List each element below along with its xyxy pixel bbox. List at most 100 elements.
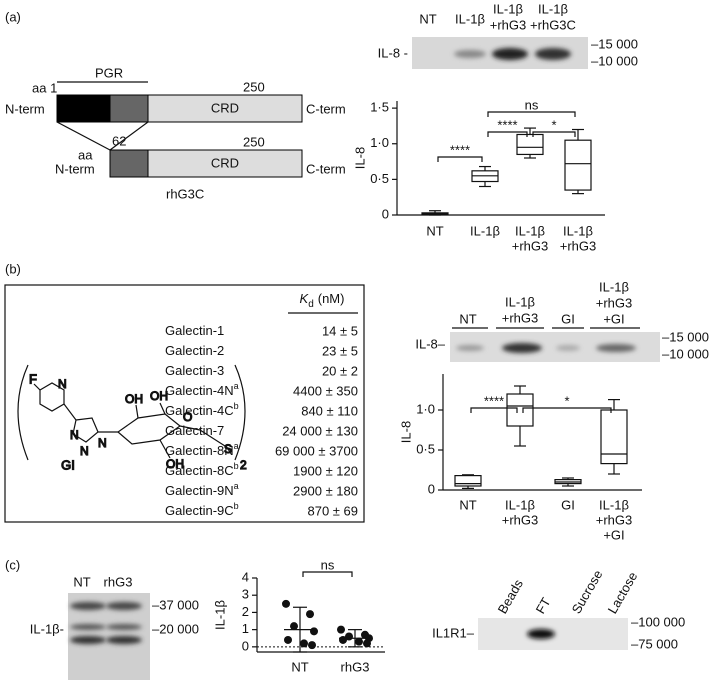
blot: NT IL-1β +rhG3 GI IL-1β +rhG3 +GI IL-8– … (415, 279, 709, 362)
x-tick-label: IL-1β (505, 497, 535, 512)
kd-value: 20 ± 2 (322, 363, 358, 378)
panel-label: (b) (5, 261, 21, 276)
footnote: b (234, 501, 239, 511)
compound-name: GI (61, 457, 75, 472)
x-tick-label: IL-1β (599, 497, 629, 512)
label: CRD (211, 100, 239, 115)
protein-label: IL1R1– (432, 625, 475, 640)
y-axis-label: IL-8 (352, 147, 367, 169)
x-tick-label: +rhG3 (596, 512, 633, 527)
x-tick-label: GI (561, 497, 575, 512)
point (290, 622, 298, 631)
footnote: b (234, 401, 239, 411)
symbol: K (300, 291, 310, 306)
significance-bracket (532, 131, 576, 137)
kd-value: 2900 ± 180 (293, 483, 358, 498)
x-tick-label: +rhG3 (560, 238, 597, 253)
box (454, 475, 482, 487)
footnote: a (234, 441, 239, 451)
x-tick-label: +rhG3 (512, 238, 549, 253)
significance-bracket (522, 407, 612, 413)
x-tick-label: IL-1β (515, 223, 545, 238)
domain-diagram: aa 1 PGR 250 CRD N-term C-term aa 62 250… (5, 65, 346, 201)
name: Galectin-9C (165, 503, 234, 518)
y-axis-label: IL-8 (398, 421, 413, 443)
name: Galectin-8N (165, 443, 234, 458)
structure: F N N N N OH OH O OH S 2 GI (17, 364, 248, 473)
footnote: a (234, 481, 239, 491)
label: aa 1 (32, 80, 57, 95)
marker: –75 000 (631, 636, 678, 651)
x-tick-label: NT (291, 659, 308, 674)
atom: OH (150, 389, 168, 403)
label: N-term (5, 101, 45, 116)
lane-label: IL-1β (493, 1, 523, 16)
row-name: Galectin-1 (165, 323, 224, 338)
atom: OH (166, 457, 184, 471)
point (284, 635, 292, 644)
y-tick-label: 0 (428, 481, 435, 496)
name: Galectin-8C (165, 463, 234, 478)
row-name: Galectin-3 (165, 363, 224, 378)
protein-label: IL-8– (415, 336, 445, 351)
lane-label: +rhG3 (502, 310, 539, 325)
name: Galectin-3 (165, 363, 224, 378)
y-tick-label: 1·0 (370, 135, 389, 150)
panel-label: (a) (5, 9, 21, 24)
lane-label: NT (73, 574, 90, 589)
unit: (nM) (318, 291, 345, 306)
x-tick-label: IL-1β (470, 223, 500, 238)
lane-label: GI (561, 311, 575, 326)
lane-label: +GI (603, 311, 624, 326)
name: Galectin-4C (165, 403, 234, 418)
lane-label: +rhG3 (490, 17, 527, 32)
label: C-term (306, 161, 346, 176)
lane-label: IL-1β (538, 1, 568, 16)
point (337, 625, 345, 634)
y-tick-label: 2 (242, 604, 249, 619)
table-header: Kd (nM) (300, 291, 345, 309)
marker: –100 000 (631, 614, 685, 629)
point (282, 599, 290, 608)
lane-label: +rhG3C (530, 17, 576, 32)
kd-value: 69 000 ± 3700 (275, 443, 358, 458)
kd-table: Kd (nM) Galectin-1 14 ± 5 Galectin-2 23 ± 5 G… (165, 291, 358, 518)
atom: N (58, 377, 67, 391)
kd-value: 24 000 ± 130 (282, 423, 358, 438)
kd-value: 1900 ± 120 (293, 463, 358, 478)
y-tick-label: 0 (382, 206, 389, 221)
y-tick-label: 1·5 (370, 100, 389, 115)
atom: 2 (240, 458, 247, 472)
significance-bracket (302, 571, 353, 577)
marker: –20 000 (152, 621, 199, 636)
point (363, 639, 371, 648)
x-tick-label: IL-1β (563, 223, 593, 238)
point (308, 641, 316, 650)
label: CRD (211, 155, 239, 170)
box (516, 133, 544, 156)
marker: –10 000 (662, 346, 709, 361)
blot: Beads FT Sucrose Lactose IL1R1– –100 000… (432, 567, 685, 651)
significance-label: * (551, 117, 556, 132)
significance-bracket (487, 111, 576, 117)
row-name: Galectin-9Cb (165, 501, 239, 518)
y-tick-label: 4 (242, 569, 249, 584)
atom: N (98, 436, 107, 450)
y-tick-label: 1·0 (416, 401, 435, 416)
box (600, 409, 628, 465)
row-name: Galectin-7 (165, 423, 224, 438)
significance-bracket (487, 131, 528, 137)
lane-label: Beads (495, 576, 527, 616)
label: N-term (55, 161, 95, 176)
kd-value: 870 ± 69 (307, 503, 358, 518)
significance-label: **** (497, 117, 517, 132)
label: 250 (243, 134, 265, 149)
lane-label: IL-1β (455, 11, 485, 26)
point (306, 610, 314, 619)
label: 62 (112, 133, 126, 148)
marker: –10 000 (591, 53, 638, 68)
row-name: Galectin-8Na (165, 441, 239, 458)
row-name: Galectin-4Na (165, 381, 239, 398)
atom: O (183, 410, 192, 424)
